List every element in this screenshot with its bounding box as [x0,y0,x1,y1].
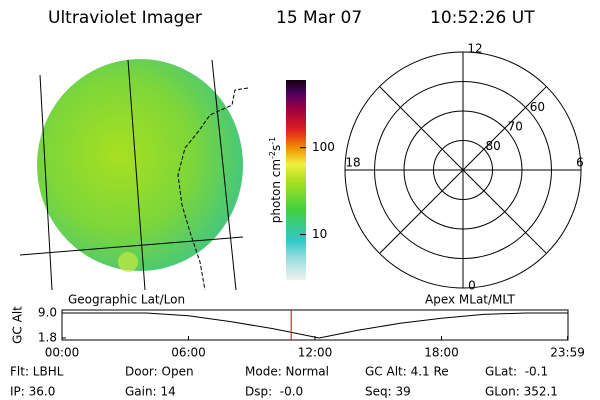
y-tick-label: 9.0 [38,306,57,320]
earth-disk [37,59,243,271]
mlt-label: 18 [345,156,360,170]
date: 15 Mar 07 [276,8,362,28]
status-field: Mode: Normal [245,365,329,379]
status-field: Dsp: -0.0 [245,385,303,399]
lat-ring-label: 70 [508,119,523,133]
lat-ring [403,110,523,230]
status-field: IP: 36.0 [10,385,55,399]
altitude-curve [62,312,568,339]
mlt-label: 0 [468,279,476,293]
uv-image [20,59,249,290]
x-tick-label: 00:00 [45,346,80,360]
lat-ring [374,81,552,259]
polar-caption: Apex MLat/MLT [425,293,515,307]
lat-ring-label: 60 [530,100,545,114]
time: 10:52:26 UT [430,8,535,28]
colorbar [286,80,306,280]
status-field: Gain: 14 [125,385,176,399]
image-caption: Geographic Lat/Lon [68,293,185,307]
colorbar-tick-label: 10 [312,227,327,241]
timeline-ylabel: GC Alt [11,306,25,344]
mlt-label: 12 [467,42,482,56]
lat-ring [433,140,493,200]
title: Ultraviolet Imager [48,8,202,28]
x-tick-label: 06:00 [171,346,206,360]
x-tick-label: 23:59 [550,346,585,360]
status-field: GLat: -0.1 [485,365,548,379]
polar-grid [344,51,582,289]
status-field: Seq: 39 [365,385,411,399]
status-field: GC Alt: 4.1 Re [365,365,449,379]
colorbar-label: photon cm-2s-1 [268,137,283,224]
polar-spoke [379,86,547,254]
status-field: GLon: 352.1 [485,385,558,399]
y-tick-label: 1.8 [38,331,57,345]
mlt-label: 6 [576,156,584,170]
lat-ring-label: 80 [485,139,500,153]
status-field: Door: Open [125,365,194,379]
bright-spot [118,252,138,272]
x-tick-label: 12:00 [298,346,333,360]
colorbar-tick-label: 100 [312,140,335,154]
x-tick-label: 18:00 [424,346,459,360]
status-field: Flt: LBHL [10,365,64,379]
geo-grid [20,59,249,290]
